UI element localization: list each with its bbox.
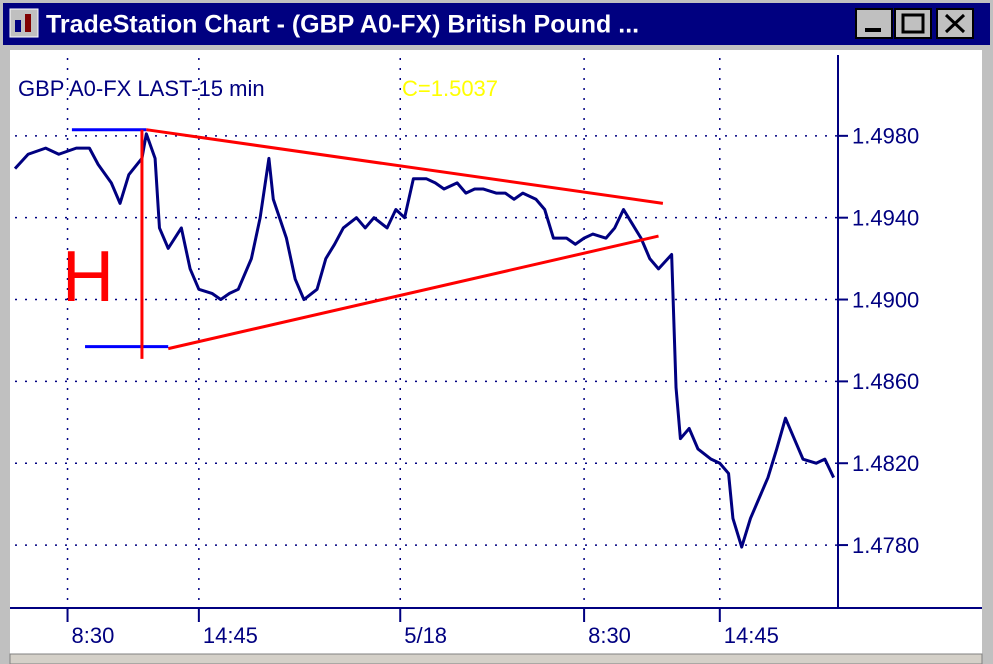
y-tick-label: 1.4940 <box>852 205 919 230</box>
app-icon-glyph <box>25 14 31 32</box>
x-tick-label: 8:30 <box>72 623 115 648</box>
y-tick-label: 1.4900 <box>852 287 919 312</box>
chart-title: GBP A0-FX LAST-15 min <box>18 76 265 101</box>
close-glyph <box>944 13 966 34</box>
minimize-glyph <box>865 28 881 32</box>
app-icon-glyph <box>15 20 21 32</box>
title-bar <box>3 3 990 45</box>
y-tick-label: 1.4860 <box>852 369 919 394</box>
x-tick-label: 14:45 <box>724 623 779 648</box>
price-line <box>13 132 835 549</box>
scrollbar[interactable] <box>9 653 983 664</box>
window-title: TradeStation Chart - (GBP A0-FX) British… <box>46 11 639 39</box>
y-tick-label: 1.4780 <box>852 533 919 558</box>
trend-line <box>146 128 664 205</box>
maximize-button[interactable] <box>894 8 932 39</box>
x-tick-label: 14:45 <box>203 623 258 648</box>
x-tick-label: 8:30 <box>588 623 631 648</box>
trend-line <box>167 234 659 351</box>
y-tick-label: 1.4820 <box>852 451 919 476</box>
minimize-button[interactable] <box>855 8 893 39</box>
x-tick-label: 5/18 <box>404 623 447 648</box>
window-buttons <box>855 8 974 39</box>
app-icon[interactable] <box>9 8 39 38</box>
annotation: H <box>62 237 114 317</box>
chart-area <box>10 50 982 654</box>
plot: 1.4980 1.4940 1.4900 1.4860 1.4820 1.4780 8:30… <box>13 58 919 648</box>
maximize-glyph <box>901 13 925 34</box>
last-close: C=1.5037 <box>402 76 498 101</box>
y-tick-label: 1.4980 <box>852 124 919 149</box>
